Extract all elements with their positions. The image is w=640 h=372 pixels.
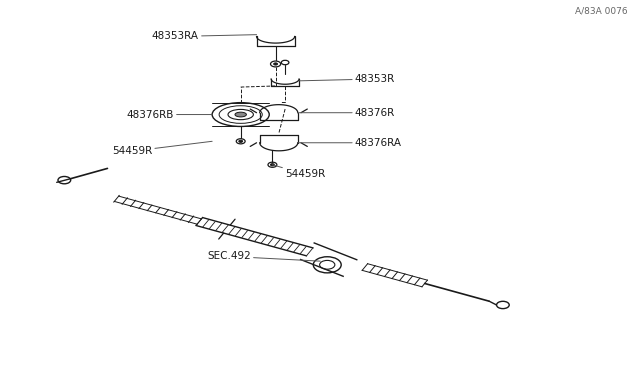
Text: 48353R: 48353R xyxy=(299,74,395,84)
Circle shape xyxy=(274,63,278,65)
Text: 48353RA: 48353RA xyxy=(152,32,257,42)
Text: SEC.492: SEC.492 xyxy=(207,251,320,262)
Circle shape xyxy=(271,164,275,166)
Text: A/83A 0076: A/83A 0076 xyxy=(575,7,628,16)
Circle shape xyxy=(239,140,243,142)
Text: 54459R: 54459R xyxy=(112,141,212,156)
Text: 54459R: 54459R xyxy=(273,165,325,179)
Text: 48376R: 48376R xyxy=(298,108,395,118)
Ellipse shape xyxy=(235,112,246,117)
Text: 48376RA: 48376RA xyxy=(298,138,402,148)
Text: 48376RB: 48376RB xyxy=(127,109,212,119)
